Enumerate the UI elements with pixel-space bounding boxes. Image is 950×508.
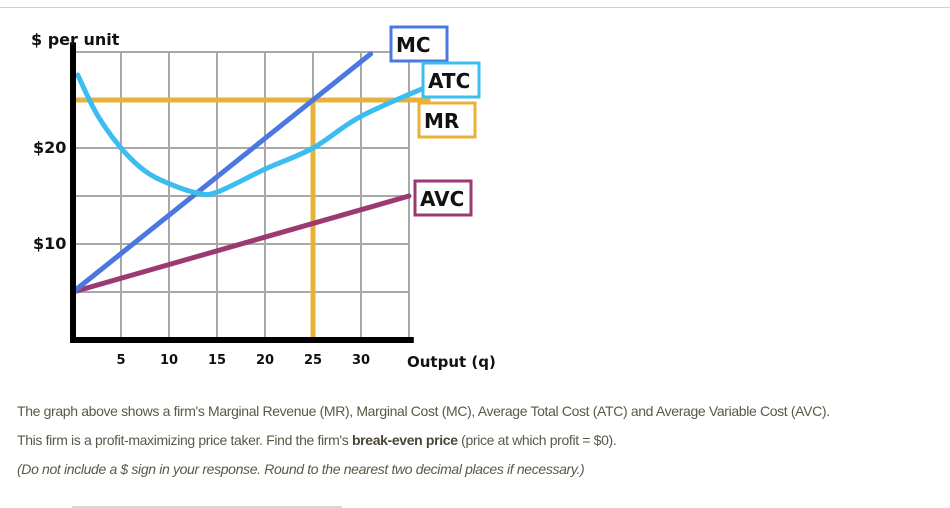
mc-line [70, 51, 374, 295]
chart-svg: $ per unit Output (q) 5 10 15 20 25 30$10$20 … [31, 25, 496, 371]
cost-curves-chart: $ per unit Output (q) 5 10 15 20 25 30 $10 $20 … [24, 20, 502, 390]
instructions: (Do not include a $ sign in your respons… [17, 461, 585, 477]
series-lines [70, 51, 435, 340]
question-text: This firm is a profit-maximizing price t… [17, 432, 352, 448]
grid [73, 51, 410, 340]
tick-labels: 5 10 15 20 25 30 $10 $20 [33, 138, 370, 368]
x-tick-label: 5 [116, 353, 125, 368]
question-line-2: This firm is a profit-maximizing price t… [17, 432, 617, 448]
axes [70, 42, 414, 343]
x-tick-label: 20 [256, 353, 274, 368]
avc-label-box [413, 179, 473, 217]
avc-label: AVC [420, 187, 464, 211]
atc-label: ATC [428, 69, 470, 93]
divider [0, 7, 950, 8]
question-line-3: (Do not include a $ sign in your respons… [17, 461, 585, 477]
x-tick-label: 30 [352, 353, 370, 368]
atc-line [75, 72, 435, 198]
atc-label-box [421, 61, 481, 99]
x-tick-label: 10 [160, 353, 178, 368]
series-labels: MC ATC MR AVC [389, 25, 481, 217]
mc-label: MC [396, 33, 431, 57]
mr-label-box [417, 101, 477, 139]
mr-label: MR [424, 109, 459, 133]
question-text-end: (price at which profit = $0). [457, 432, 617, 448]
y-tick-label: $10 [33, 234, 66, 253]
question-bold-term: break-even price [351, 432, 458, 448]
x-tick-label: 15 [208, 353, 226, 368]
answer-input-edge[interactable] [72, 506, 342, 508]
y-tick-label: $20 [33, 138, 66, 157]
x-tick-label: 25 [304, 353, 322, 368]
question-line-1: The graph above shows a firm's Marginal … [17, 403, 830, 419]
y-axis-label: $ per unit [31, 30, 120, 49]
x-axis-label: Output (q) [407, 353, 496, 371]
mc-label-box [389, 25, 449, 63]
avc-line [70, 193, 412, 295]
